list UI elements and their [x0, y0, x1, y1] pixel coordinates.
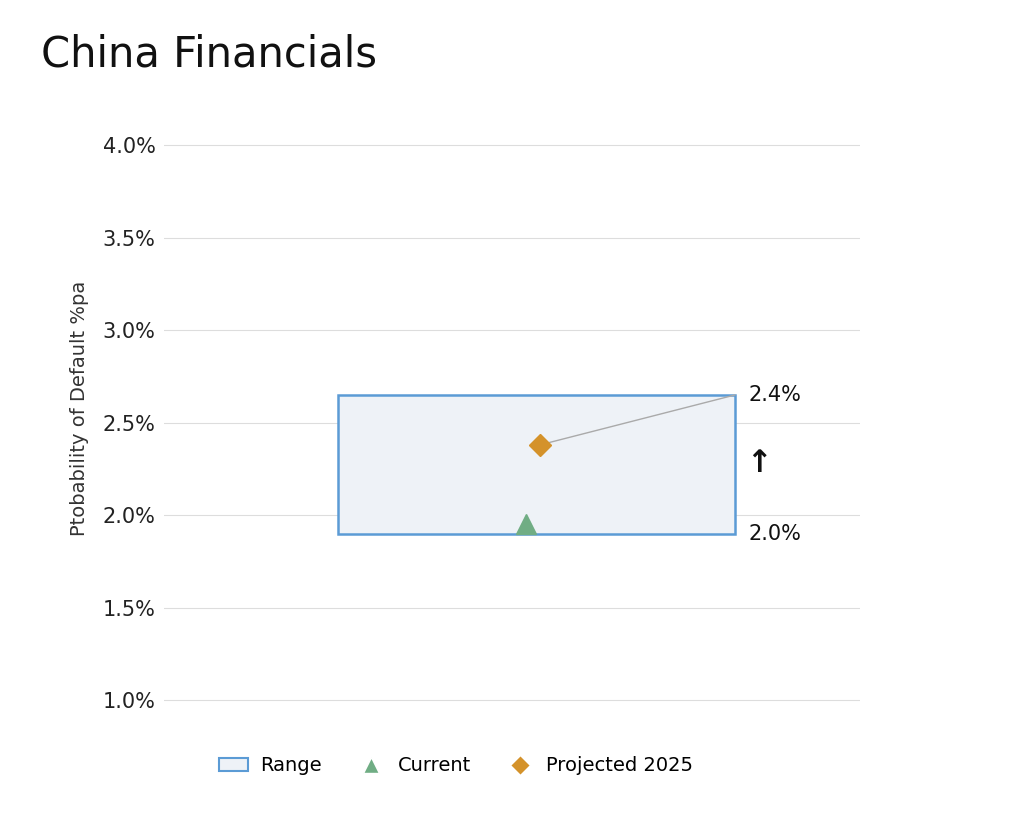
Y-axis label: Ptobability of Default %pa: Ptobability of Default %pa: [70, 281, 89, 537]
Text: ↑: ↑: [746, 449, 772, 478]
Text: China Financials: China Financials: [41, 33, 377, 75]
Text: 2.0%: 2.0%: [749, 524, 802, 544]
Text: 2.4%: 2.4%: [749, 385, 802, 405]
Legend: Range, Current, Projected 2025: Range, Current, Projected 2025: [211, 748, 701, 783]
Bar: [338, 395, 735, 534]
